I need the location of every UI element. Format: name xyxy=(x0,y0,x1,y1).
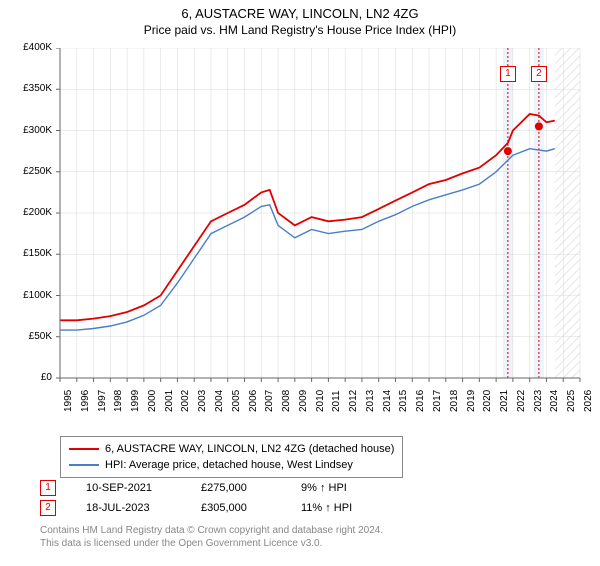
legend-label: 6, AUSTACRE WAY, LINCOLN, LN2 4ZG (detac… xyxy=(105,443,394,455)
x-axis-label: 1998 xyxy=(113,390,124,412)
x-axis-label: 2008 xyxy=(281,390,292,412)
chart-subtitle: Price paid vs. HM Land Registry's House … xyxy=(0,23,600,37)
sale-marker-row: 2 18-JUL-2023£305,00011% ↑ HPI xyxy=(40,498,411,518)
x-axis-label: 2007 xyxy=(264,390,275,412)
sale-marker-num: 2 xyxy=(40,500,56,516)
chart-svg xyxy=(10,48,590,428)
y-axis-label: £100K xyxy=(14,290,52,301)
x-axis-label: 2010 xyxy=(315,390,326,412)
footnote: Contains HM Land Registry data © Crown c… xyxy=(40,524,383,550)
chart-sale-marker: 2 xyxy=(531,66,547,82)
x-axis-label: 2026 xyxy=(583,390,594,412)
x-axis-label: 2019 xyxy=(466,390,477,412)
x-axis-label: 2015 xyxy=(398,390,409,412)
sale-markers-table: 1 10-SEP-2021£275,0009% ↑ HPI 2 18-JUL-2023… xyxy=(40,478,411,518)
x-axis-label: 2011 xyxy=(331,390,342,412)
x-axis-label: 2013 xyxy=(365,390,376,412)
y-axis-label: £400K xyxy=(14,42,52,53)
x-axis-label: 1999 xyxy=(130,390,141,412)
x-axis-label: 1997 xyxy=(97,390,108,412)
x-axis-label: 2017 xyxy=(432,390,443,412)
y-axis-label: £150K xyxy=(14,248,52,259)
footnote-line2: This data is licensed under the Open Gov… xyxy=(40,537,383,550)
x-axis-label: 2004 xyxy=(214,390,225,412)
x-axis-label: 2024 xyxy=(549,390,560,412)
x-axis-label: 2025 xyxy=(566,390,577,412)
y-axis-label: £200K xyxy=(14,207,52,218)
x-axis-label: 2000 xyxy=(147,390,158,412)
x-axis-label: 2020 xyxy=(482,390,493,412)
x-axis-label: 2006 xyxy=(248,390,259,412)
x-axis-label: 2023 xyxy=(533,390,544,412)
y-axis-label: £350K xyxy=(14,83,52,94)
x-axis-label: 2014 xyxy=(382,390,393,412)
sale-marker-price: £275,000 xyxy=(201,482,301,494)
sale-marker-pct: 9% ↑ HPI xyxy=(301,482,411,494)
y-axis-label: £250K xyxy=(14,166,52,177)
sale-marker-pct: 11% ↑ HPI xyxy=(301,502,411,514)
x-axis-label: 2003 xyxy=(197,390,208,412)
x-axis-label: 2009 xyxy=(298,390,309,412)
chart-title: 6, AUSTACRE WAY, LINCOLN, LN2 4ZG xyxy=(0,6,600,21)
x-axis-label: 2018 xyxy=(449,390,460,412)
y-axis-label: £0 xyxy=(14,372,52,383)
x-axis-label: 2022 xyxy=(516,390,527,412)
legend-item: HPI: Average price, detached house, West… xyxy=(69,457,394,473)
x-axis-label: 2016 xyxy=(415,390,426,412)
sale-marker-date: 18-JUL-2023 xyxy=(86,502,201,514)
x-axis-label: 2002 xyxy=(180,390,191,412)
legend: 6, AUSTACRE WAY, LINCOLN, LN2 4ZG (detac… xyxy=(60,436,403,478)
y-axis-label: £300K xyxy=(14,125,52,136)
footnote-line1: Contains HM Land Registry data © Crown c… xyxy=(40,524,383,537)
x-axis-label: 2012 xyxy=(348,390,359,412)
x-axis-label: 1996 xyxy=(80,390,91,412)
sale-marker-price: £305,000 xyxy=(201,502,301,514)
chart-area: £0£50K£100K£150K£200K£250K£300K£350K£400… xyxy=(10,48,590,428)
x-axis-label: 2005 xyxy=(231,390,242,412)
legend-label: HPI: Average price, detached house, West… xyxy=(105,459,353,471)
legend-item: 6, AUSTACRE WAY, LINCOLN, LN2 4ZG (detac… xyxy=(69,441,394,457)
chart-sale-marker: 1 xyxy=(500,66,516,82)
legend-swatch xyxy=(69,448,99,450)
x-axis-label: 2001 xyxy=(164,390,175,412)
sale-marker-row: 1 10-SEP-2021£275,0009% ↑ HPI xyxy=(40,478,411,498)
x-axis-label: 1995 xyxy=(63,390,74,412)
x-axis-label: 2021 xyxy=(499,390,510,412)
sale-marker-date: 10-SEP-2021 xyxy=(86,482,201,494)
sale-marker-num: 1 xyxy=(40,480,56,496)
legend-swatch xyxy=(69,464,99,466)
y-axis-label: £50K xyxy=(14,331,52,342)
